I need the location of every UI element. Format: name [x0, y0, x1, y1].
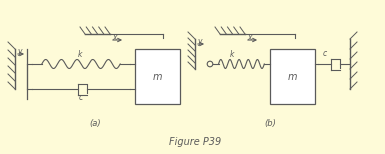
- Text: c: c: [79, 93, 83, 102]
- Text: y: y: [198, 37, 202, 46]
- Text: c: c: [323, 49, 327, 58]
- Text: k: k: [230, 50, 234, 59]
- Text: m: m: [153, 71, 162, 81]
- Bar: [135, 49, 180, 104]
- Text: (a): (a): [89, 119, 101, 128]
- Text: y: y: [17, 47, 22, 56]
- Text: x: x: [247, 33, 251, 42]
- Text: k: k: [78, 50, 82, 59]
- Text: m: m: [288, 71, 297, 81]
- Text: x: x: [112, 33, 117, 42]
- Text: Figure P39: Figure P39: [169, 137, 221, 147]
- Text: (b): (b): [264, 119, 276, 128]
- Bar: [270, 49, 315, 104]
